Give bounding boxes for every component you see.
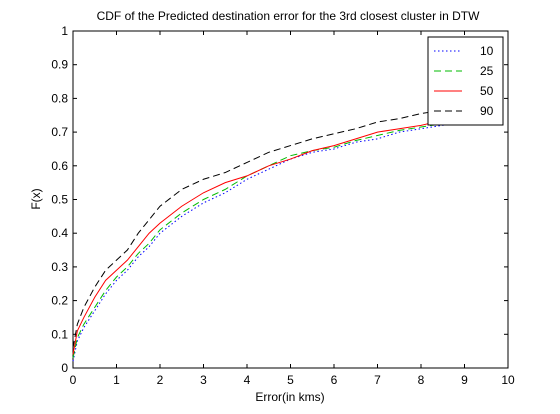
y-axis-label: F(x) xyxy=(29,188,43,209)
y-tick-label: 0.5 xyxy=(51,193,68,207)
y-tick-label: 0.7 xyxy=(51,125,68,139)
x-axis-label: Error(in kms) xyxy=(255,390,324,404)
chart-title: CDF of the Predicted destination error f… xyxy=(97,9,480,23)
x-tick-label: 7 xyxy=(374,373,381,387)
y-tick-label: 0.4 xyxy=(51,226,68,240)
y-tick-label: 0.8 xyxy=(51,91,68,105)
series-layer xyxy=(72,104,500,362)
y-tick-label: 0.2 xyxy=(51,294,68,308)
y-tick-label: 0.9 xyxy=(51,58,68,72)
legend-label-10: 10 xyxy=(480,44,494,58)
x-tick-label: 0 xyxy=(70,373,77,387)
series-line-90 xyxy=(72,104,500,348)
y-tick-label: 0 xyxy=(61,361,68,375)
x-tick-label: 10 xyxy=(501,373,515,387)
x-tick-label: 9 xyxy=(461,373,468,387)
legend-label-50: 50 xyxy=(480,84,494,98)
legend: 10 25 50 90 xyxy=(427,36,504,126)
series-line-25 xyxy=(72,111,500,358)
y-tick-label: 1 xyxy=(61,24,68,38)
x-tick-label: 4 xyxy=(244,373,251,387)
y-tick-label: 0.3 xyxy=(51,260,68,274)
x-tick-label: 5 xyxy=(287,373,294,387)
series-line-50 xyxy=(72,109,500,355)
x-tick-label: 1 xyxy=(113,373,120,387)
legend-box xyxy=(427,36,504,126)
y-axis-ticks: 0 0.1 0.2 0.3 0.4 0.5 0.6 0.7 0.8 0.9 1 xyxy=(51,24,508,375)
x-tick-label: 3 xyxy=(200,373,207,387)
y-tick-label: 0.1 xyxy=(51,327,68,341)
x-axis-ticks: 0 1 2 3 4 5 6 7 8 9 10 xyxy=(70,31,515,387)
x-tick-label: 8 xyxy=(418,373,425,387)
legend-label-90: 90 xyxy=(480,104,494,118)
legend-label-25: 25 xyxy=(480,64,494,78)
x-tick-label: 6 xyxy=(331,373,338,387)
x-tick-label: 2 xyxy=(157,373,164,387)
y-tick-label: 0.6 xyxy=(51,159,68,173)
